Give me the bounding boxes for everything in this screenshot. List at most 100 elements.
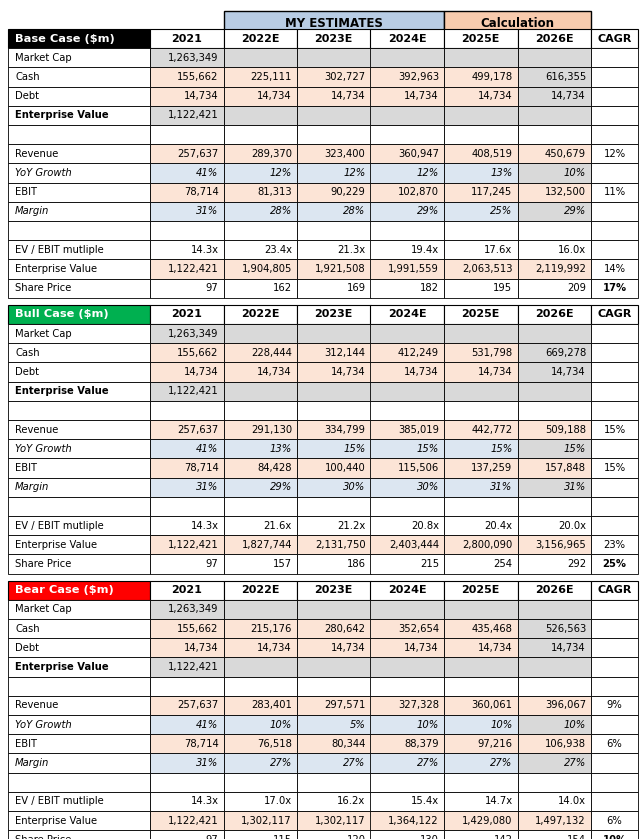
Text: Margin: Margin <box>15 206 49 216</box>
Text: 352,654: 352,654 <box>398 623 439 633</box>
Bar <box>8 773 150 792</box>
Bar <box>371 202 444 221</box>
Text: 10%: 10% <box>417 720 439 730</box>
Text: 1,122,421: 1,122,421 <box>168 386 218 396</box>
Bar <box>297 439 371 458</box>
Bar <box>297 106 371 125</box>
Text: 225,111: 225,111 <box>251 72 292 82</box>
Text: 257,637: 257,637 <box>177 425 218 435</box>
Bar <box>371 600 444 619</box>
Bar <box>371 86 444 106</box>
Text: 14.3x: 14.3x <box>191 796 218 806</box>
Bar <box>444 29 518 48</box>
Text: 155,662: 155,662 <box>177 623 218 633</box>
Bar <box>591 221 638 240</box>
Bar <box>371 362 444 382</box>
Bar <box>444 715 518 734</box>
Bar <box>8 619 150 638</box>
Bar <box>371 183 444 202</box>
Bar <box>297 259 371 279</box>
Bar <box>150 86 223 106</box>
Text: 450,679: 450,679 <box>545 149 586 159</box>
Bar <box>8 477 150 497</box>
Bar <box>297 811 371 831</box>
Text: 78,714: 78,714 <box>184 187 218 197</box>
Bar <box>8 516 150 535</box>
Text: 10%: 10% <box>269 720 292 730</box>
Text: Bear Case ($m): Bear Case ($m) <box>15 585 114 595</box>
Text: 155,662: 155,662 <box>177 348 218 357</box>
Text: 435,468: 435,468 <box>472 623 513 633</box>
Bar <box>371 279 444 298</box>
Bar <box>8 792 150 811</box>
Bar <box>150 638 223 658</box>
Bar <box>444 792 518 811</box>
Text: 14.3x: 14.3x <box>191 521 218 530</box>
Text: 31%: 31% <box>196 758 218 768</box>
Text: 100,440: 100,440 <box>324 463 365 473</box>
Bar <box>518 696 591 715</box>
Bar <box>444 696 518 715</box>
Text: Market Cap: Market Cap <box>15 53 72 63</box>
Bar <box>8 439 150 458</box>
Text: 20.4x: 20.4x <box>484 521 513 530</box>
Text: 408,519: 408,519 <box>472 149 513 159</box>
Text: 11%: 11% <box>604 187 625 197</box>
Text: 15.4x: 15.4x <box>411 796 439 806</box>
Bar <box>371 715 444 734</box>
Bar <box>371 753 444 773</box>
Text: 2021: 2021 <box>172 34 202 44</box>
Text: 115,506: 115,506 <box>397 463 439 473</box>
Bar <box>150 382 223 401</box>
Bar <box>371 458 444 477</box>
Text: Calculation: Calculation <box>481 17 554 30</box>
Text: 41%: 41% <box>196 444 218 454</box>
Bar <box>444 581 518 600</box>
Bar <box>518 458 591 477</box>
Bar <box>518 477 591 497</box>
Bar <box>150 362 223 382</box>
Bar <box>150 420 223 439</box>
Text: 31%: 31% <box>196 482 218 492</box>
Text: EV / EBIT mutliple: EV / EBIT mutliple <box>15 796 104 806</box>
Bar <box>591 48 638 67</box>
Bar <box>150 811 223 831</box>
Bar <box>223 619 297 638</box>
Text: 302,727: 302,727 <box>324 72 365 82</box>
Text: 14,734: 14,734 <box>257 643 292 653</box>
Bar <box>444 259 518 279</box>
Text: 81,313: 81,313 <box>257 187 292 197</box>
Bar <box>591 831 638 839</box>
Bar <box>8 753 150 773</box>
Bar <box>444 535 518 555</box>
Bar <box>518 773 591 792</box>
Bar <box>297 29 371 48</box>
Text: 1,122,421: 1,122,421 <box>168 539 218 550</box>
Bar <box>444 638 518 658</box>
Bar <box>150 792 223 811</box>
Text: CAGR: CAGR <box>597 310 632 320</box>
Text: 14,734: 14,734 <box>257 91 292 102</box>
Text: 1,904,805: 1,904,805 <box>242 264 292 274</box>
Text: 396,067: 396,067 <box>545 701 586 711</box>
Bar <box>591 144 638 164</box>
Bar <box>371 259 444 279</box>
Bar <box>518 581 591 600</box>
Bar <box>8 497 150 516</box>
Text: 1,122,421: 1,122,421 <box>168 662 218 672</box>
Bar <box>297 164 371 183</box>
Bar <box>297 734 371 753</box>
Bar <box>223 67 297 86</box>
Bar <box>223 382 297 401</box>
Text: Revenue: Revenue <box>15 425 58 435</box>
Text: 27%: 27% <box>343 758 365 768</box>
Text: Base Case ($m): Base Case ($m) <box>15 34 115 44</box>
Text: 1,497,132: 1,497,132 <box>536 816 586 826</box>
Bar <box>518 164 591 183</box>
Text: Enterprise Value: Enterprise Value <box>15 816 97 826</box>
Bar <box>8 715 150 734</box>
Text: 28%: 28% <box>343 206 365 216</box>
Bar <box>150 619 223 638</box>
Text: 360,947: 360,947 <box>398 149 439 159</box>
Bar <box>444 183 518 202</box>
